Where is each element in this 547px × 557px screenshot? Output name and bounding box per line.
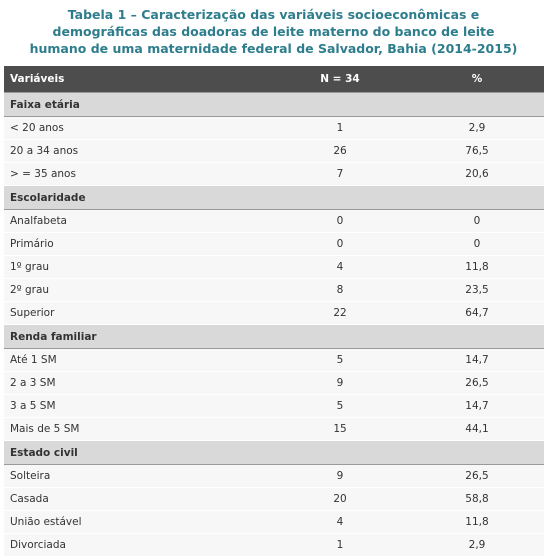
table-body: Faixa etária < 20 anos 1 2,9 20 a 34 anos 26 7… — [4, 92, 544, 557]
data-row: Mais de 5 SM 15 44,1 — [4, 417, 544, 441]
cell: < 20 anos — [4, 116, 270, 140]
cell: Primário — [4, 232, 270, 256]
cell: Mais de 5 SM — [4, 417, 270, 441]
cell: União estável — [4, 510, 270, 534]
cell: 8 — [270, 278, 410, 302]
section-label: Renda familiar — [4, 324, 544, 349]
section-label: Faixa etária — [4, 92, 544, 117]
cell: 3 a 5 SM — [4, 394, 270, 418]
data-row: Divorciada 1 2,9 — [4, 533, 544, 557]
cell: 11,8 — [410, 255, 544, 279]
cell: > = 35 anos — [4, 162, 270, 186]
data-row: União estável 4 11,8 — [4, 510, 544, 534]
cell: Divorciada — [4, 533, 270, 557]
section-row: Renda familiar — [4, 324, 544, 349]
data-row: > = 35 anos 7 20,6 — [4, 162, 544, 186]
cell: 2,9 — [410, 116, 544, 140]
cell: 0 — [410, 209, 544, 233]
cell: 9 — [270, 464, 410, 488]
data-row: Analfabeta 0 0 — [4, 209, 544, 233]
cell: 7 — [270, 162, 410, 186]
cell: Analfabeta — [4, 209, 270, 233]
cell: 1 — [270, 533, 410, 557]
cell: 26,5 — [410, 464, 544, 488]
cell: 2 a 3 SM — [4, 371, 270, 395]
cell: 76,5 — [410, 139, 544, 163]
data-row: 2º grau 8 23,5 — [4, 278, 544, 302]
cell: 15 — [270, 417, 410, 441]
cell: 0 — [270, 209, 410, 233]
header-cell: N = 34 — [270, 66, 410, 93]
section-label: Escolaridade — [4, 185, 544, 210]
cell: Até 1 SM — [4, 348, 270, 372]
cell: 44,1 — [410, 417, 544, 441]
cell: 4 — [270, 510, 410, 534]
cell: 14,7 — [410, 348, 544, 372]
cell: 26 — [270, 139, 410, 163]
title-line: Tabela 1 – Caracterização das variáveis … — [67, 7, 480, 22]
data-row: Solteira 9 26,5 — [4, 464, 544, 488]
cell: 1 — [270, 116, 410, 140]
cell: 1º grau — [4, 255, 270, 279]
data-row: < 20 anos 1 2,9 — [4, 116, 544, 140]
cell: 58,8 — [410, 487, 544, 511]
header-row: Variáveis N = 34 % — [4, 66, 544, 93]
data-row: Superior 22 64,7 — [4, 301, 544, 325]
section-label: Estado civil — [4, 440, 544, 465]
cell: 2,9 — [410, 533, 544, 557]
section-row: Estado civil — [4, 440, 544, 465]
cell: Superior — [4, 301, 270, 325]
cell: 4 — [270, 255, 410, 279]
data-row: Casada 20 58,8 — [4, 487, 544, 511]
data-row: 2 a 3 SM 9 26,5 — [4, 371, 544, 395]
cell: 0 — [270, 232, 410, 256]
cell: Casada — [4, 487, 270, 511]
header-cell: Variáveis — [4, 66, 270, 93]
data-row: 1º grau 4 11,8 — [4, 255, 544, 279]
data-row: 3 a 5 SM 5 14,7 — [4, 394, 544, 418]
cell: 20 — [270, 487, 410, 511]
cell: 2º grau — [4, 278, 270, 302]
cell: 26,5 — [410, 371, 544, 395]
cell: 11,8 — [410, 510, 544, 534]
cell: 22 — [270, 301, 410, 325]
section-row: Escolaridade — [4, 185, 544, 210]
cell: 64,7 — [410, 301, 544, 325]
cell: 0 — [410, 232, 544, 256]
section-row: Faixa etária — [4, 92, 544, 117]
title-line: humano de uma maternidade federal de Sal… — [29, 41, 518, 56]
data-row: 20 a 34 anos 26 76,5 — [4, 139, 544, 163]
cell: 5 — [270, 348, 410, 372]
header-cell: % — [410, 66, 544, 93]
cell: 20 a 34 anos — [4, 139, 270, 163]
cell: 23,5 — [410, 278, 544, 302]
cell: 20,6 — [410, 162, 544, 186]
cell: 9 — [270, 371, 410, 395]
cell: Solteira — [4, 464, 270, 488]
data-row: Primário 0 0 — [4, 232, 544, 256]
table-title: Tabela 1 – Caracterização das variáveis … — [0, 6, 547, 57]
cell: 5 — [270, 394, 410, 418]
data-row: Até 1 SM 5 14,7 — [4, 348, 544, 372]
title-line: demográficas das doadoras de leite mater… — [52, 24, 495, 39]
table: Variáveis N = 34 % Faixa etária < 20 anos… — [4, 66, 544, 557]
cell: 14,7 — [410, 394, 544, 418]
